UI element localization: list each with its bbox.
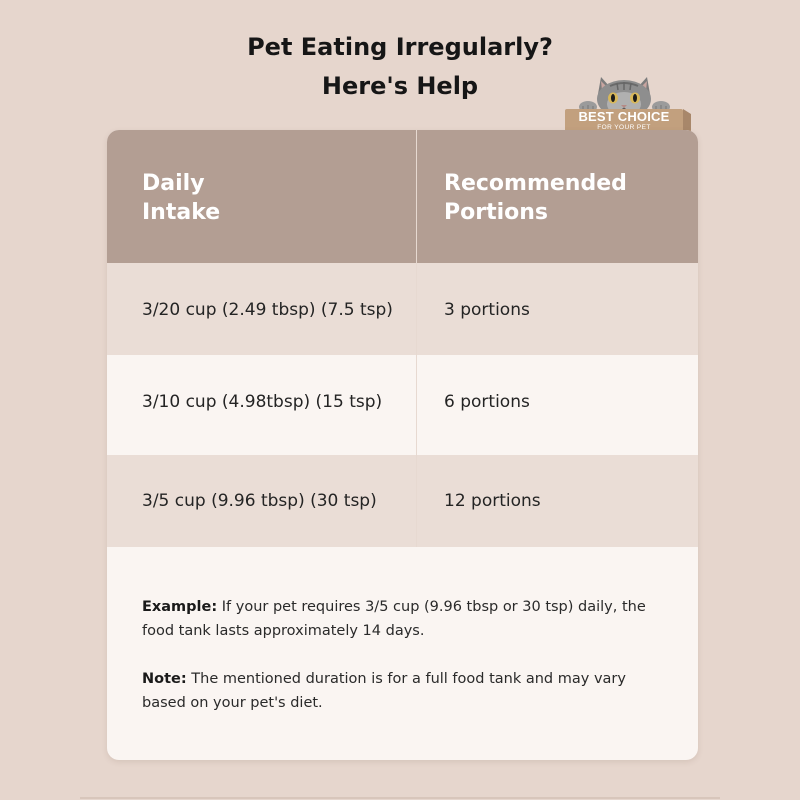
note-label: Note: [142, 671, 187, 687]
example-label: Example: [142, 599, 218, 615]
example-paragraph: Example: If your pet requires 3/5 cup (9… [142, 595, 672, 643]
badge-title: BEST CHOICE [578, 109, 670, 124]
portions-cell: 6 portions [444, 391, 530, 412]
intake-cell: 3/5 cup (9.96 tbsp) (30 tsp) [142, 491, 377, 511]
column-divider [416, 130, 417, 547]
header-daily-intake-line2: Intake [142, 200, 221, 225]
header-daily-intake-line1: Daily [142, 171, 205, 196]
table-row: 3/10 cup (4.98tbsp) (15 tsp) 6 portions [107, 355, 698, 448]
intake-cell: 3/10 cup (4.98tbsp) (15 tsp) [142, 391, 383, 412]
table-row: 3/20 cup (2.49 tbsp) (7.5 tsp) 3 portion… [107, 263, 698, 356]
page-title: Pet Eating Irregularly? Here's Help [0, 28, 800, 106]
header-daily-intake: Daily Intake [142, 169, 372, 227]
note-paragraph: Note: The mentioned duration is for a fu… [142, 667, 672, 715]
portions-cell: 12 portions [444, 491, 541, 511]
header-recommended-portions-line2: Portions [444, 200, 549, 225]
intake-cell: 3/20 cup (2.49 tbsp) (7.5 tsp) [142, 299, 393, 320]
title-line-1: Pet Eating Irregularly? [247, 33, 553, 61]
badge-subtitle: FOR YOUR PET [597, 124, 651, 131]
title-line-2: Here's Help [321, 72, 479, 100]
note-text: The mentioned duration is for a full foo… [142, 671, 626, 711]
table-row: 3/5 cup (9.96 tbsp) (30 tsp) 12 portions [107, 455, 698, 547]
best-choice-badge: BEST CHOICE FOR YOUR PET [565, 74, 693, 134]
header-recommended-portions-line1: Recommended [444, 171, 627, 196]
badge-text: BEST CHOICE FOR YOUR PET [565, 110, 683, 135]
cat-peeking-icon [565, 77, 691, 134]
portions-card: Daily Intake Recommended Portions 3/20 c… [107, 130, 698, 760]
notes-section: Example: If your pet requires 3/5 cup (9… [142, 595, 672, 739]
bottom-divider [80, 797, 720, 799]
portions-cell: 3 portions [444, 299, 530, 320]
example-text: If your pet requires 3/5 cup (9.96 tbsp … [142, 599, 646, 639]
table-header: Daily Intake Recommended Portions [107, 130, 698, 263]
header-recommended-portions: Recommended Portions [444, 169, 684, 227]
